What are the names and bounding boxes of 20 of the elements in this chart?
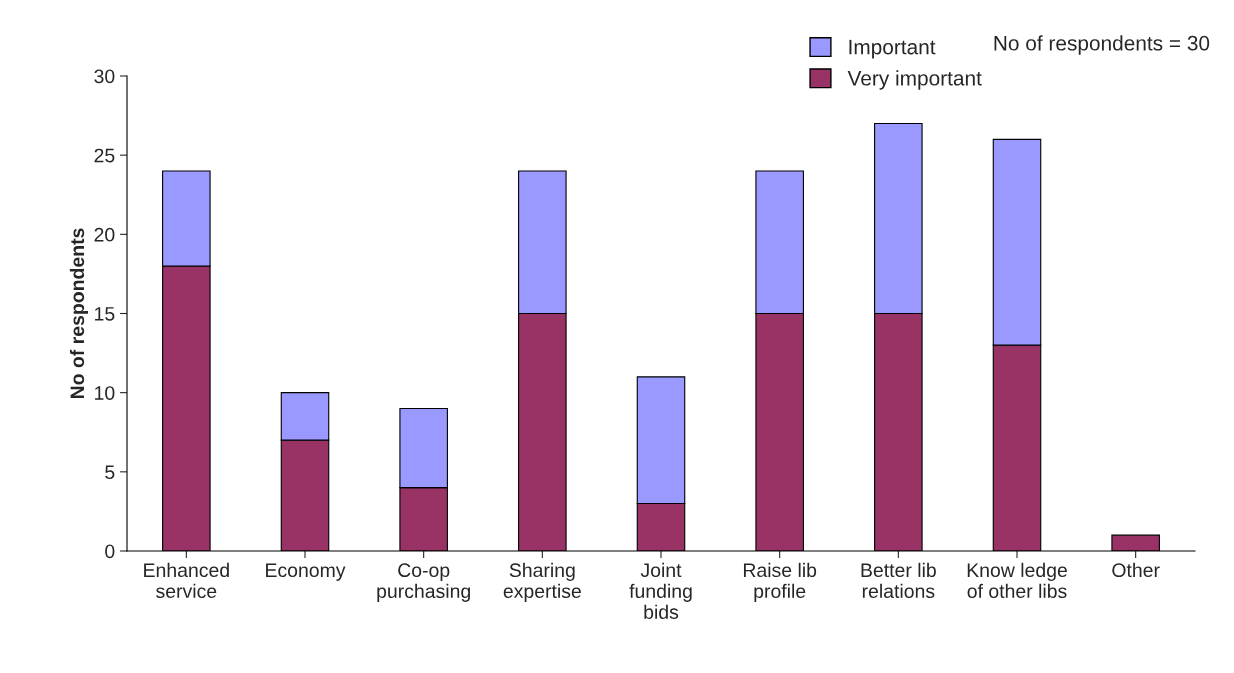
- y-tick-label: 5: [105, 465, 115, 480]
- y-tick-label: 20: [94, 227, 115, 242]
- y-tick-label: 10: [95, 386, 115, 400]
- x-tick-label: Enhanced service: [144, 562, 229, 599]
- x-tick-label: Economy: [266, 563, 346, 581]
- y-tick-label: 25: [94, 148, 115, 163]
- y-axis-title: No of respondents: [69, 228, 89, 399]
- x-tick-label: Better lib relations: [861, 562, 936, 599]
- x-tick-label: Joint funding bids: [629, 562, 692, 619]
- x-tick-label: Raise lib profile: [743, 562, 817, 602]
- legend-label: Important: [849, 39, 936, 59]
- y-tick-label: 15: [95, 307, 115, 321]
- x-tick-label: Know ledge of other libs: [967, 562, 1067, 599]
- text: No of respondents = 30: [994, 35, 1210, 55]
- legend-label: Very important: [847, 70, 982, 90]
- y-tick-label: 30: [94, 69, 115, 84]
- x-tick-label: Sharing expertise: [503, 562, 581, 602]
- y-tick-label: 0: [105, 544, 115, 559]
- x-tick-label: Co-op purchasing: [377, 563, 470, 602]
- x-tick-label: Other: [1112, 562, 1160, 578]
